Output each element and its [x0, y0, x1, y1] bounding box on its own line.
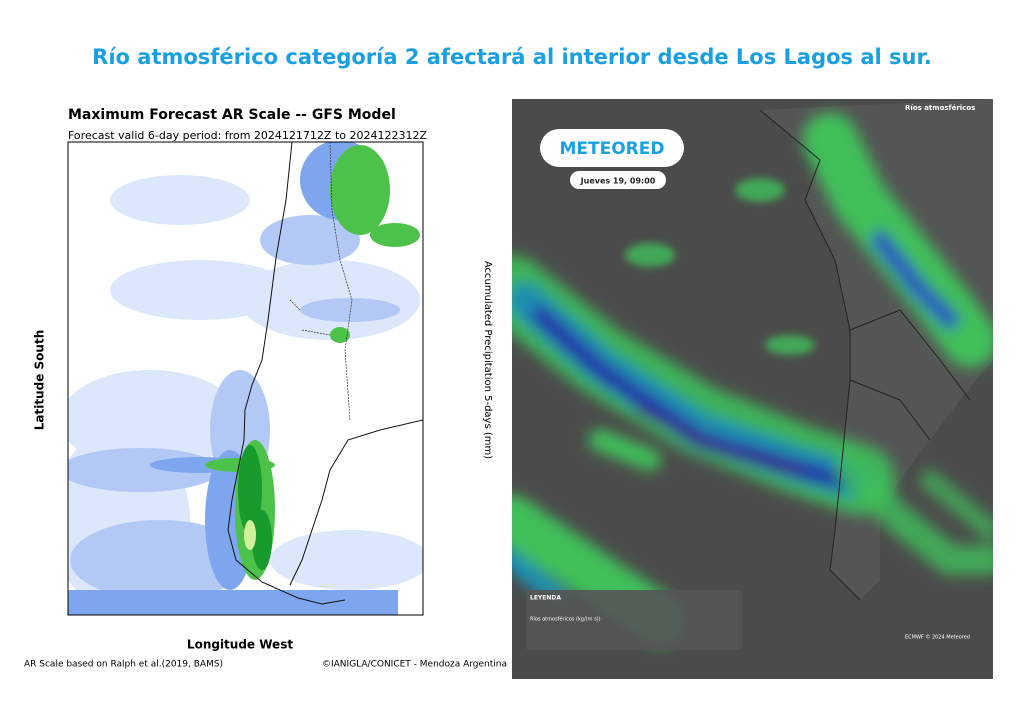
page-title: Río atmosférico categoría 2 afectará al …: [92, 45, 932, 69]
date-box: [570, 171, 666, 189]
footer-right: ©IANIGLA/CONICET - Mendoza Argentina: [322, 660, 507, 670]
legend-title: LEYENDA: [530, 595, 561, 602]
x-axis-label: Longitude West: [187, 638, 293, 652]
logo-box: [540, 129, 684, 167]
logo: METEORED: [559, 139, 664, 159]
y-axis-label: Latitude South: [33, 330, 47, 431]
map-frame: [67, 141, 424, 616]
layer-name: Ríos atmosféricos: [905, 104, 975, 112]
legend-box: [526, 590, 742, 650]
map-subtitle: Forecast valid 6-day period: from 202412…: [68, 129, 427, 142]
precip-map: [68, 142, 423, 615]
credit: ECMWF © 2024 Meteored: [905, 634, 970, 641]
map-title: Maximum Forecast AR Scale -- GFS Model: [68, 107, 396, 123]
meteored-map: [512, 99, 993, 679]
colorbar-label: Accumulated Precipitation 5-days (mm): [482, 261, 493, 459]
date: Jueves 19, 09:00: [580, 177, 656, 186]
legend-subtitle: Ríos atmosféricos (kg/(m s)): [530, 616, 601, 623]
footer-left: AR Scale based on Ralph et al.(2019, BAM…: [24, 660, 223, 670]
